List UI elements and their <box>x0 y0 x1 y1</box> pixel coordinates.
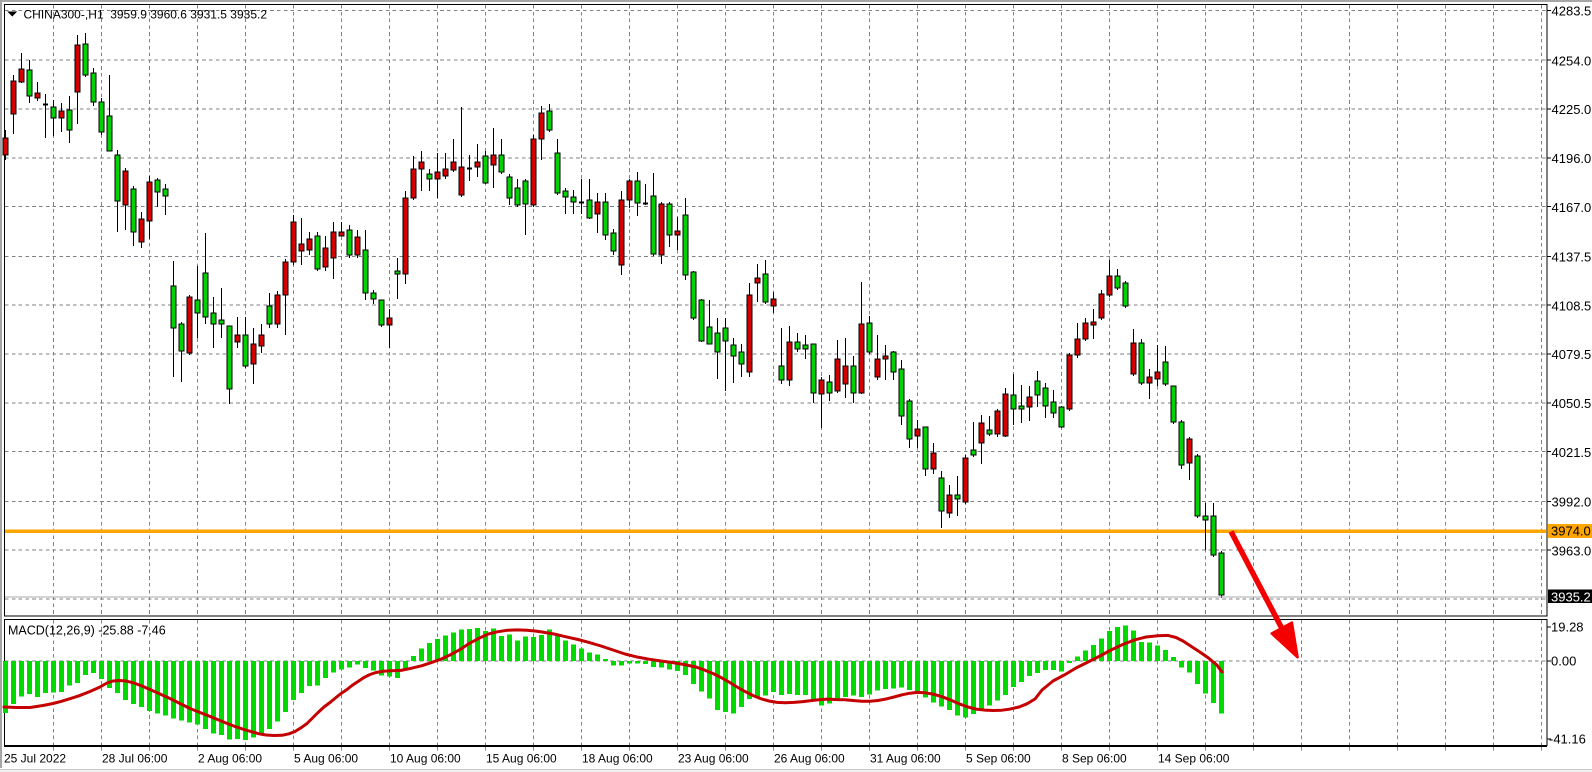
svg-text:0.00: 0.00 <box>1551 654 1576 669</box>
svg-text:3992.0: 3992.0 <box>1552 495 1592 510</box>
svg-text:14 Sep 06:00: 14 Sep 06:00 <box>1158 752 1230 766</box>
svg-text:8 Sep 06:00: 8 Sep 06:00 <box>1062 752 1127 766</box>
svg-text:10 Aug 06:00: 10 Aug 06:00 <box>390 752 461 766</box>
svg-text:4254.0: 4254.0 <box>1552 53 1592 68</box>
svg-text:4108.5: 4108.5 <box>1552 298 1592 313</box>
svg-text:5 Sep 06:00: 5 Sep 06:00 <box>966 752 1031 766</box>
svg-text:MACD(12,26,9) -25.88 -7.46: MACD(12,26,9) -25.88 -7.46 <box>8 624 166 638</box>
svg-text:26 Aug 06:00: 26 Aug 06:00 <box>774 752 845 766</box>
svg-text:3935.2: 3935.2 <box>1551 590 1591 605</box>
svg-text:2 Aug 06:00: 2 Aug 06:00 <box>198 752 262 766</box>
svg-text:4021.5: 4021.5 <box>1552 445 1592 460</box>
svg-text:4167.0: 4167.0 <box>1552 200 1592 215</box>
svg-text:3974.0: 3974.0 <box>1551 524 1591 539</box>
svg-text:4137.5: 4137.5 <box>1552 250 1592 265</box>
svg-text:4283.5: 4283.5 <box>1552 4 1592 19</box>
svg-text:31 Aug 06:00: 31 Aug 06:00 <box>870 752 941 766</box>
svg-text:15 Aug 06:00: 15 Aug 06:00 <box>486 752 557 766</box>
svg-text:5 Aug 06:00: 5 Aug 06:00 <box>294 752 358 766</box>
svg-text:28 Jul 06:00: 28 Jul 06:00 <box>102 752 168 766</box>
svg-text:4225.0: 4225.0 <box>1552 102 1592 117</box>
svg-text:3963.0: 3963.0 <box>1552 543 1592 558</box>
svg-text:23 Aug 06:00: 23 Aug 06:00 <box>678 752 749 766</box>
svg-text:CHINA300-,H1 3959.9 3960.6 39: CHINA300-,H1 3959.9 3960.6 3931.5 3935.2 <box>24 8 268 22</box>
svg-text:25 Jul 2022: 25 Jul 2022 <box>4 752 66 766</box>
svg-text:19.28: 19.28 <box>1551 620 1584 635</box>
svg-text:4196.0: 4196.0 <box>1552 151 1592 166</box>
svg-text:-41.16: -41.16 <box>1549 732 1586 747</box>
svg-text:18 Aug 06:00: 18 Aug 06:00 <box>582 752 653 766</box>
svg-text:4079.5: 4079.5 <box>1552 347 1592 362</box>
svg-text:4050.5: 4050.5 <box>1552 396 1592 411</box>
